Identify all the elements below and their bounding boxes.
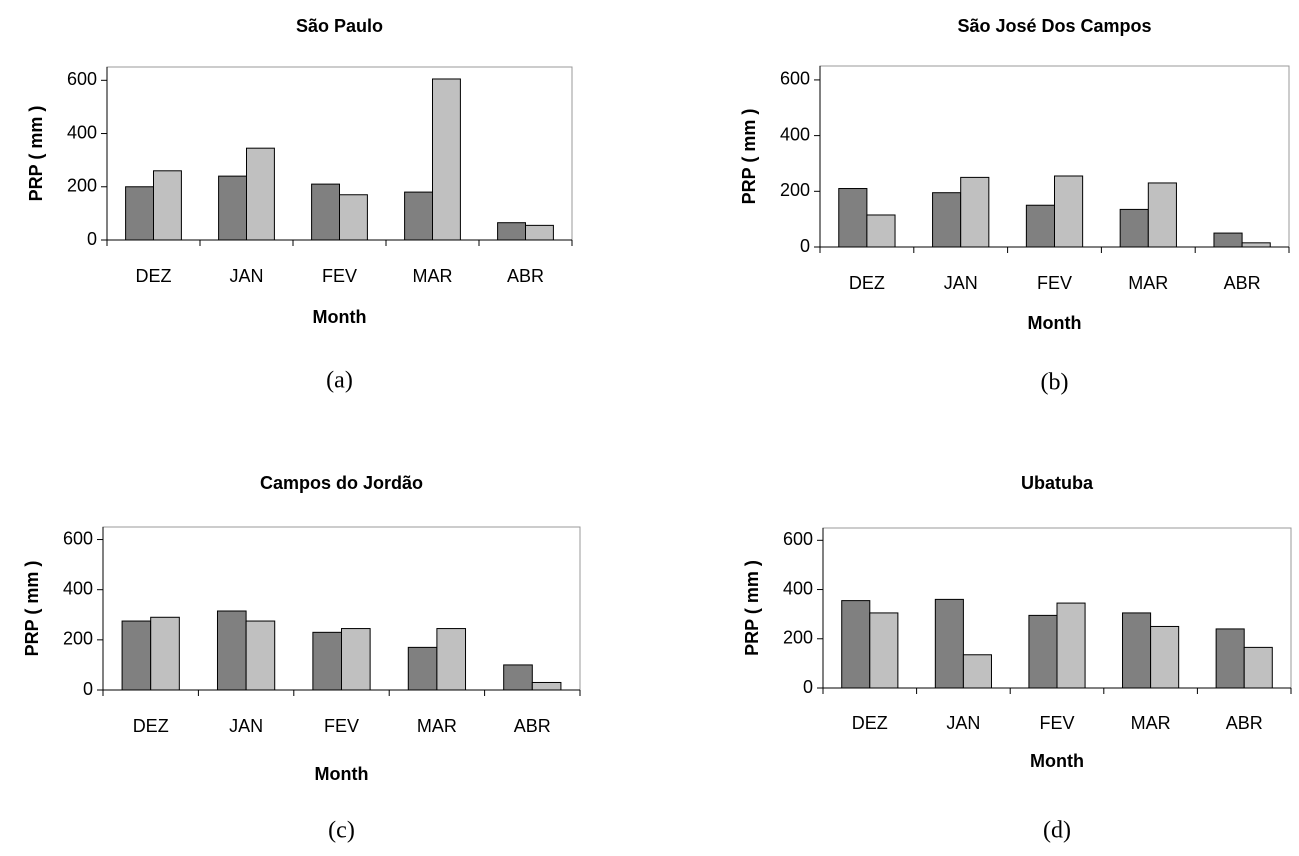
y-tick-label: 400 bbox=[783, 578, 813, 598]
x-tick-label: JAN bbox=[229, 716, 263, 736]
bar bbox=[404, 191, 434, 241]
x-tick-label: FEV bbox=[322, 266, 357, 286]
bar bbox=[341, 628, 371, 691]
x-tick-label: MAR bbox=[413, 266, 453, 286]
bar bbox=[934, 598, 964, 689]
bar bbox=[1025, 204, 1055, 248]
bar bbox=[866, 214, 896, 248]
y-axis-title: PRP ( mm ) bbox=[26, 106, 46, 202]
y-tick-label: 0 bbox=[800, 236, 810, 256]
caption: (a) bbox=[326, 368, 353, 394]
chart-title: São Paulo bbox=[296, 16, 383, 36]
bar bbox=[153, 170, 182, 241]
x-tick-label: FEV bbox=[1039, 713, 1074, 733]
caption: (d) bbox=[1043, 818, 1071, 844]
bar bbox=[497, 222, 527, 241]
y-tick-label: 600 bbox=[783, 529, 813, 549]
caption: (b) bbox=[1041, 370, 1069, 396]
x-tick-label: DEZ bbox=[136, 266, 172, 286]
y-axis-title: PRP ( mm ) bbox=[739, 109, 759, 205]
x-tick-label: ABR bbox=[1224, 273, 1261, 293]
bar bbox=[407, 646, 438, 691]
bar bbox=[312, 631, 343, 691]
x-tick-label: DEZ bbox=[852, 713, 888, 733]
y-axis-title: PRP ( mm ) bbox=[22, 561, 42, 657]
y-tick-label: 200 bbox=[67, 176, 97, 196]
bar bbox=[869, 612, 899, 689]
y-tick-label: 0 bbox=[803, 677, 813, 697]
chart-title: Campos do Jordão bbox=[260, 473, 423, 493]
bar bbox=[1054, 175, 1084, 248]
bar bbox=[503, 664, 533, 691]
bar bbox=[245, 620, 276, 691]
y-tick-label: 600 bbox=[67, 69, 97, 89]
x-axis-title: Month bbox=[1030, 751, 1084, 771]
bar bbox=[1241, 242, 1271, 248]
bar bbox=[841, 600, 871, 689]
bar bbox=[311, 183, 341, 241]
x-tick-label: ABR bbox=[507, 266, 544, 286]
x-axis-title: Month bbox=[315, 764, 369, 784]
y-tick-label: 600 bbox=[780, 69, 810, 89]
bar bbox=[962, 654, 992, 689]
x-tick-label: ABR bbox=[514, 716, 551, 736]
bar bbox=[218, 175, 248, 241]
bar bbox=[531, 681, 562, 691]
y-tick-label: 0 bbox=[87, 229, 97, 249]
bar bbox=[432, 78, 461, 241]
bar bbox=[1028, 614, 1058, 689]
x-tick-label: FEV bbox=[1037, 273, 1072, 293]
bar bbox=[1147, 182, 1177, 248]
y-axis-title: PRP ( mm ) bbox=[742, 560, 762, 656]
x-axis-title: Month bbox=[1028, 313, 1082, 333]
chart-title: Ubatuba bbox=[1021, 473, 1094, 493]
chart-title: São José Dos Campos bbox=[957, 16, 1151, 36]
bar bbox=[1119, 208, 1149, 248]
y-tick-label: 200 bbox=[780, 180, 810, 200]
y-tick-label: 0 bbox=[83, 679, 93, 699]
bar bbox=[838, 188, 868, 248]
y-tick-label: 400 bbox=[63, 578, 93, 598]
bar bbox=[246, 147, 275, 241]
x-tick-label: DEZ bbox=[133, 716, 169, 736]
x-axis-title: Month bbox=[313, 307, 367, 327]
bar bbox=[1243, 646, 1273, 689]
caption: (c) bbox=[328, 818, 355, 844]
bar bbox=[1150, 625, 1180, 689]
bar bbox=[339, 194, 368, 241]
bar bbox=[150, 616, 180, 691]
y-tick-label: 400 bbox=[780, 124, 810, 144]
x-tick-label: JAN bbox=[229, 266, 263, 286]
bar bbox=[436, 628, 467, 691]
y-tick-label: 400 bbox=[67, 122, 97, 142]
x-tick-label: FEV bbox=[324, 716, 359, 736]
bar bbox=[525, 224, 554, 241]
y-tick-label: 600 bbox=[63, 528, 93, 548]
x-tick-label: MAR bbox=[1131, 713, 1171, 733]
x-tick-label: MAR bbox=[1128, 273, 1168, 293]
bar bbox=[1056, 602, 1086, 689]
y-tick-label: 200 bbox=[63, 629, 93, 649]
bar bbox=[121, 620, 152, 691]
bar bbox=[1122, 612, 1152, 689]
bar bbox=[1213, 232, 1243, 248]
bar bbox=[125, 186, 154, 241]
bar bbox=[960, 176, 990, 248]
bar bbox=[1215, 628, 1245, 689]
x-tick-label: JAN bbox=[946, 713, 980, 733]
x-tick-label: JAN bbox=[944, 273, 978, 293]
x-tick-label: DEZ bbox=[849, 273, 885, 293]
x-tick-label: ABR bbox=[1226, 713, 1263, 733]
bar bbox=[216, 610, 247, 691]
bar bbox=[932, 192, 962, 248]
y-tick-label: 200 bbox=[783, 628, 813, 648]
x-tick-label: MAR bbox=[417, 716, 457, 736]
